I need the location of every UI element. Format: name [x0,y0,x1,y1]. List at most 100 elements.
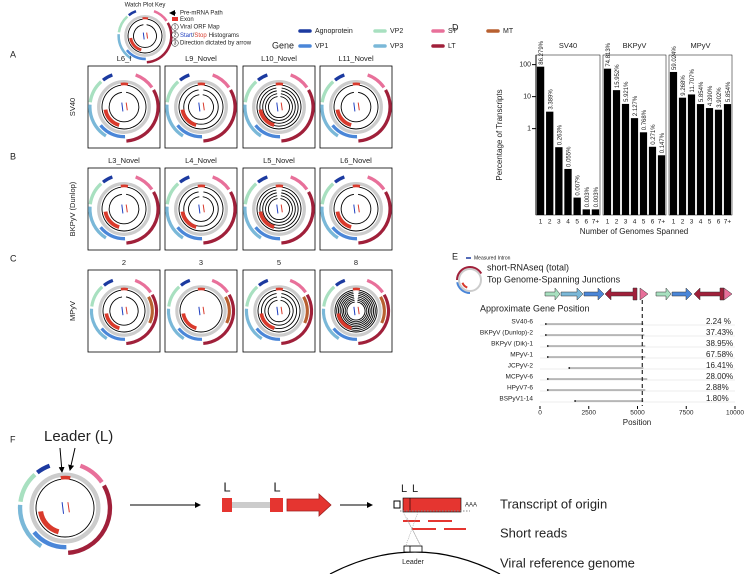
orf-arc [127,10,137,17]
orf-arc [35,463,51,475]
orf-arc [117,34,132,60]
path-loop [188,196,214,222]
orf-arc [89,308,108,340]
gene-arrows [544,287,733,301]
x-tick-label: 5000 [630,410,645,417]
bar [723,104,732,215]
path-loop [259,189,299,229]
watch-plot [88,73,160,143]
value-label: 5.921% [624,81,630,102]
value-label: 0.055% [567,146,573,167]
watch-plot [117,10,173,64]
gray-ring [253,285,305,337]
label: Approximate Gene Position [480,303,590,313]
legend-title: Gene [272,40,294,50]
label: Direction dictated by arrow [180,41,252,47]
path-loop [262,192,296,226]
stop-hist [125,102,128,111]
x-tick-label: 6 [717,219,721,226]
watch-plot [244,278,314,346]
path-loop [346,301,366,321]
path-loop [264,296,294,326]
bar [621,103,630,215]
gray-ring [29,472,101,544]
orf-arc [17,504,43,548]
orf-arc [165,104,184,138]
panel-letter: A [10,49,16,59]
orf-arc [178,73,190,82]
orf-arc [366,278,384,294]
exon-arc [335,109,352,127]
y-tick-label: 1 [527,125,531,132]
orf-arc [281,89,315,143]
value-label: 3.389% [548,89,554,110]
orf-arc [333,175,345,184]
watch-plot [320,175,392,245]
gray-ring [97,80,151,134]
gray-ring [252,80,306,134]
plot-title: L6_I [117,54,132,63]
facet-title: BKPyV [623,41,647,50]
watch-plot [321,278,391,346]
orf-arc [177,327,203,341]
legend-label: MT [503,28,514,35]
orf-arc [243,80,258,103]
orf-arc [333,73,345,82]
label: short-RNAseq (total) [487,262,569,272]
path-loop [334,289,378,333]
row-name: MCPyV-6 [506,374,534,381]
bar [564,168,572,215]
value-label: 0.003% [594,186,600,207]
watch-plot [166,278,236,346]
path-loop [341,296,371,326]
row-label: BKPyV (Dunlop) [68,181,77,236]
orf-arc [167,285,181,307]
watch-plot [165,175,237,245]
x-tick-label: 5 [575,219,579,226]
path-loop [183,89,219,125]
orf-arc [153,10,168,22]
orf-arc [212,175,231,191]
stop-hist [125,306,128,315]
value-label: 5.854% [726,81,732,102]
orf-arc [134,278,152,294]
key-num-circle [171,23,179,31]
path-loop [178,186,224,232]
bar [639,132,648,215]
watch-plot [243,73,315,143]
stop-hist [202,204,205,213]
path-loop [256,186,302,232]
path-loop [336,291,376,331]
x-tick-label: 2 [681,219,685,226]
label: Short reads [500,525,568,540]
label: Pre-mRNA Path [180,11,223,17]
row-value: 16.41% [706,361,733,370]
orf-arc [256,73,268,82]
x-tick-label: 2500 [582,410,597,417]
path-loop [101,84,147,130]
key-hist: Start/Stop Histograms [180,33,239,39]
value-label: 15.952% [615,64,621,88]
intron-icon [458,268,482,292]
exon-arc [258,109,275,127]
bar [705,108,714,215]
path-loop [256,84,302,130]
orf-arc [125,49,146,61]
orf-arc [146,22,173,64]
gray-ring [124,15,166,57]
bar [612,90,621,215]
x-tick-label: 6 [651,219,655,226]
orf-arc [99,124,126,139]
stop-hist [67,502,70,513]
label: L [412,483,418,495]
watch-plot [320,73,392,143]
stop-hist [357,204,360,213]
orf-arc [331,124,358,139]
plot-title: L10_Novel [261,54,297,63]
x-tick-label: 0 [538,410,542,417]
start-hist [121,204,124,214]
orf-arc [257,278,269,287]
label: AAA [465,503,477,509]
path-loop [333,84,379,130]
value-label: 5.854% [699,81,705,102]
